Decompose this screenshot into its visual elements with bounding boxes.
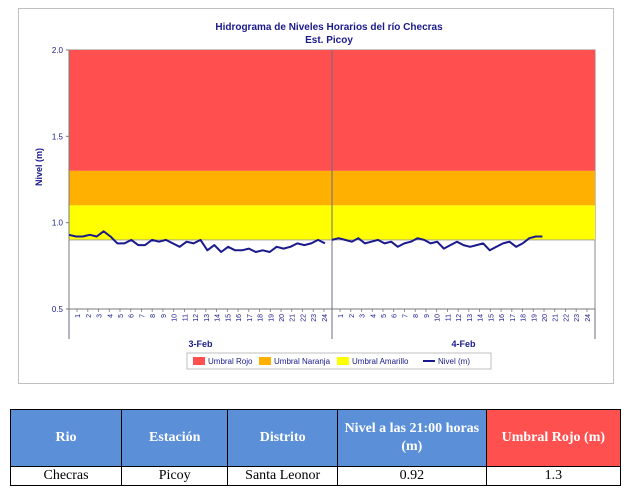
x-tick-label: 18: [258, 314, 265, 322]
chart-legend: Umbral Rojo Umbral Naranja Umbral Amarillo…: [186, 352, 492, 370]
chart-title: Hidrograma de Niveles Horarios del río C…: [215, 22, 443, 33]
x-tick-label: 13: [467, 314, 474, 322]
x-tick-label: 18: [521, 314, 528, 322]
x-tick-label: 4: [370, 314, 377, 318]
header-estacion: Estación: [121, 409, 229, 467]
x-tick-label: 17: [510, 314, 517, 322]
header-rio: Rio: [9, 409, 123, 467]
x-tick-label: 23: [311, 314, 318, 322]
header-distrito: Distrito: [227, 409, 339, 467]
x-tick-label: 19: [268, 314, 275, 322]
legend-entry: Nivel (m): [438, 357, 470, 366]
x-tick-label: 16: [236, 314, 243, 322]
x-tick-label: 24: [322, 314, 329, 322]
x-tick-label: 9: [161, 314, 168, 318]
table-row: Checras Picoy Santa Leonor 0.92 1.3: [9, 466, 622, 486]
x-tick-label: 10: [172, 314, 179, 322]
x-tick-label: 15: [488, 314, 495, 322]
x-tick-label: 21: [290, 314, 297, 322]
x-tick-label: 6: [392, 314, 399, 318]
series-line-nivel: [331, 235, 543, 252]
cell-nivel: 0.92: [337, 466, 487, 486]
legend-entry: Umbral Rojo: [208, 357, 253, 366]
table-header-row: Rio Estación Distrito Nivel a las 21:00 …: [9, 409, 622, 467]
hydrograph-chart: Hidrograma de Niveles Horarios del río C…: [18, 8, 614, 384]
chart-subtitle: Est. Picoy: [305, 35, 353, 46]
day-label: 3-Feb: [188, 339, 213, 349]
x-tick-label: 11: [445, 314, 452, 321]
x-tick-label: 8: [413, 314, 420, 318]
x-tick-label: 22: [563, 314, 570, 322]
day-label: 4-Feb: [451, 339, 476, 349]
legend-swatch: [259, 357, 271, 365]
chart-canvas: Hidrograma de Niveles Horarios del río C…: [34, 22, 596, 370]
y-tick-label: 1.5: [52, 132, 64, 141]
x-tick-label: 12: [456, 314, 463, 322]
x-tick-label: 20: [542, 314, 549, 322]
y-axis-label: Nivel (m): [34, 148, 44, 186]
x-tick-label: 12: [193, 314, 200, 322]
x-tick-label: 16: [499, 314, 506, 322]
header-nivel: Nivel a las 21:00 horas (m): [337, 409, 487, 467]
y-tick-label: 2.0: [52, 46, 64, 55]
legend-swatch: [193, 357, 205, 365]
header-umbral-rojo: Umbral Rojo (m): [485, 409, 622, 467]
x-tick-label: 8: [150, 314, 157, 318]
station-table: Rio Estación Distrito Nivel a las 21:00 …: [9, 409, 622, 486]
legend-entry: Umbral Amarillo: [352, 357, 409, 366]
x-tick-label: 3: [97, 314, 104, 318]
x-tick-label: 7: [402, 314, 409, 318]
legend-swatch: [337, 357, 349, 365]
x-tick-label: 13: [204, 314, 211, 322]
y-tick-label: 0.5: [52, 305, 64, 314]
x-tick-label: 1: [338, 314, 345, 318]
series-line-nivel: [68, 230, 326, 253]
x-tick-label: 24: [585, 314, 592, 322]
x-tick-label: 19: [531, 314, 538, 322]
x-tick-label: 5: [118, 314, 125, 318]
x-tick-label: 15: [225, 314, 232, 322]
x-tick-label: 2: [349, 314, 356, 318]
cell-rio: Checras: [9, 466, 123, 486]
x-tick-label: 10: [435, 314, 442, 322]
x-tick-label: 23: [574, 314, 581, 322]
x-tick-label: 5: [381, 314, 388, 318]
x-tick-label: 22: [300, 314, 307, 322]
x-tick-label: 21: [553, 314, 560, 322]
cell-umbral-rojo: 1.3: [485, 466, 622, 486]
x-tick-label: 4: [107, 314, 114, 318]
x-tick-label: 20: [279, 314, 286, 322]
x-tick-label: 1: [75, 314, 82, 318]
x-tick-label: 3: [360, 314, 367, 318]
x-tick-label: 9: [424, 314, 431, 318]
x-tick-label: 7: [139, 314, 146, 318]
y-tick-label: 1.0: [52, 219, 64, 228]
x-tick-label: 6: [129, 314, 136, 318]
x-tick-label: 17: [247, 314, 254, 322]
cell-estacion: Picoy: [121, 466, 229, 486]
x-tick-label: 11: [182, 314, 189, 321]
cell-distrito: Santa Leonor: [227, 466, 339, 486]
x-tick-label: 14: [215, 314, 222, 322]
x-tick-label: 2: [86, 314, 93, 318]
x-tick-label: 14: [478, 314, 485, 322]
legend-entry: Umbral Naranja: [274, 357, 331, 366]
